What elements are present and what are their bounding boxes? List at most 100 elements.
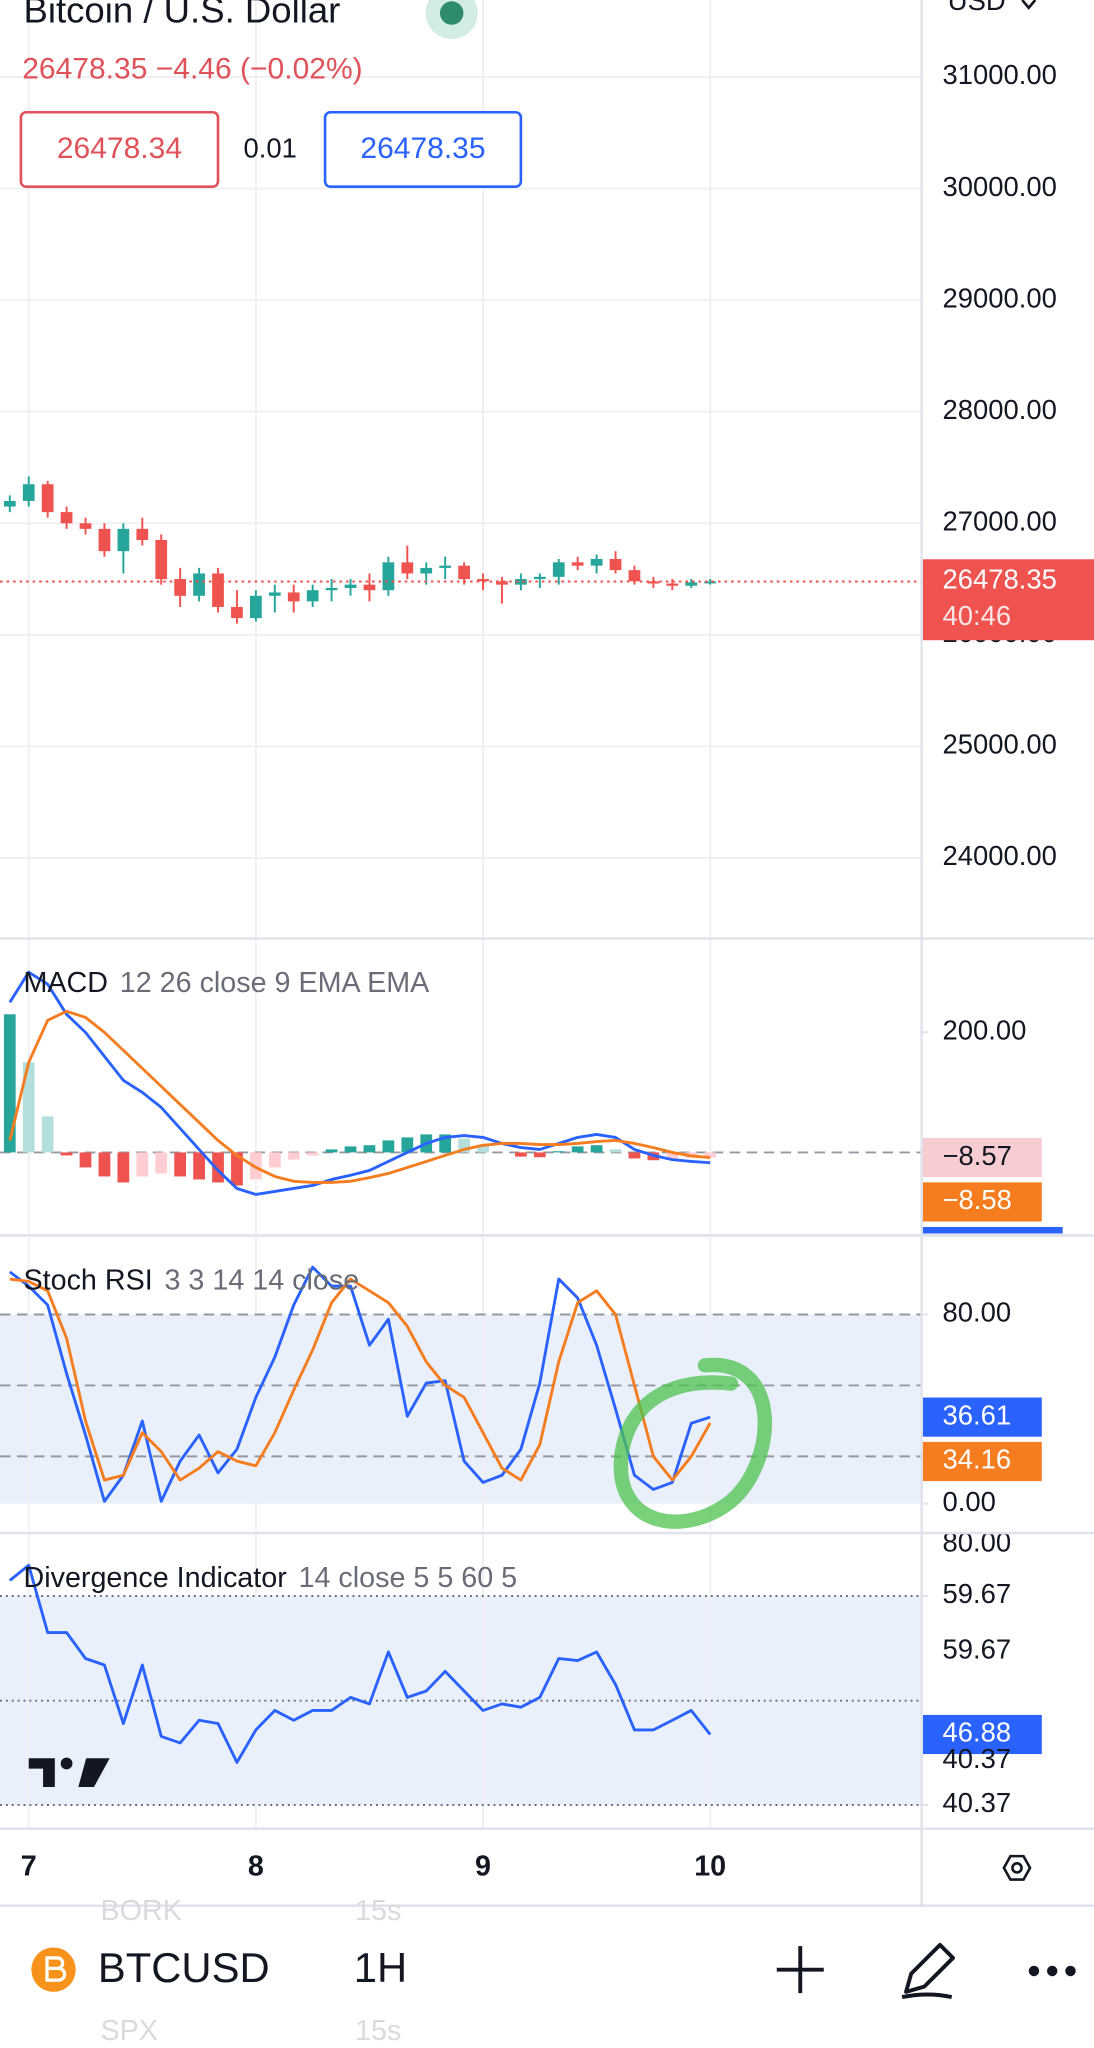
histogram-bar [628, 1152, 641, 1159]
histogram-bar [401, 1137, 414, 1153]
candle-body [609, 558, 622, 571]
candle-body [439, 565, 452, 568]
value-tag [921, 1397, 1042, 1437]
more-dot[interactable] [1047, 1965, 1058, 1977]
y-tick-label: 0.00 [943, 1486, 996, 1517]
add-icon[interactable] [776, 1946, 824, 1994]
candle-body [552, 562, 565, 577]
currency-caret[interactable] [1021, 0, 1037, 10]
more-dot[interactable] [1065, 1965, 1076, 1977]
settings-icon[interactable] [1002, 1854, 1032, 1881]
pane-params: 12 26 close 9 EMA EMA [120, 967, 430, 999]
histogram-bar [666, 1152, 679, 1160]
value-tag-edge [921, 1226, 1063, 1234]
histogram-bar [363, 1145, 376, 1153]
y-tick-label: 30000.00 [943, 171, 1057, 202]
candle-body [212, 573, 224, 607]
y-tick-label: 40.37 [943, 1787, 1012, 1818]
histogram-bar [60, 1152, 73, 1156]
histogram-bar [79, 1152, 92, 1168]
value-tag-label: 46.88 [943, 1717, 1012, 1748]
histogram-bar [306, 1152, 319, 1156]
annotation-circle [613, 1357, 772, 1529]
histogram-bar [193, 1152, 205, 1180]
value-tag-label: −8.58 [943, 1184, 1012, 1215]
band [0, 1595, 922, 1805]
histogram-bar [552, 1151, 565, 1153]
value-tag-label: 36.61 [943, 1399, 1012, 1430]
currency[interactable]: USD [948, 0, 1006, 16]
histogram-bar [287, 1152, 300, 1160]
pane-params: 14 close 5 5 60 5 [299, 1562, 518, 1594]
candle-body [401, 562, 414, 574]
buy-button[interactable] [323, 110, 523, 188]
candle-body [117, 528, 130, 552]
candle-body [382, 562, 395, 591]
histogram-bar [155, 1152, 168, 1174]
histogram-bar [22, 1062, 35, 1153]
histogram-bar [212, 1152, 224, 1183]
histogram-bar [439, 1134, 452, 1153]
candle-body [496, 581, 508, 585]
countdown-label: 40:46 [943, 600, 1012, 631]
value-tag [921, 1182, 1042, 1222]
draw-icon[interactable] [901, 1942, 955, 2000]
candle-body [79, 523, 92, 529]
status-dot [439, 1, 464, 25]
series-line [8, 1009, 711, 1184]
symbol-title: Bitcoin / U.S. Dollar [23, 0, 340, 31]
toolbar-symbol[interactable]: BTCUSD [98, 1944, 270, 1991]
buy-price[interactable]: 26478.35 [360, 132, 485, 165]
separators [0, 0, 1094, 1906]
last-price-label: 26478.35 [943, 564, 1057, 595]
candle-body [174, 579, 187, 596]
candle-body [420, 567, 433, 574]
pane-title: Stoch RSI [23, 1264, 152, 1296]
pane-title: Divergence Indicator [23, 1562, 287, 1594]
histogram-bar [590, 1145, 603, 1153]
last-price-tag [921, 559, 1094, 641]
candle-body [628, 570, 641, 582]
series-line [9, 1277, 712, 1482]
y-tick-label: 28000.00 [943, 394, 1057, 425]
value-tag [921, 1714, 1042, 1755]
candle-body [344, 584, 357, 588]
series-line [8, 1563, 712, 1764]
more-dot[interactable] [1028, 1965, 1040, 1977]
more-icon[interactable] [1028, 1965, 1076, 1977]
histogram-bar [325, 1149, 338, 1153]
candle-body [477, 579, 489, 582]
candle-body [22, 484, 35, 501]
scale-label: 40.37 [943, 1743, 1012, 1774]
y-tick-label: 31000.00 [943, 59, 1057, 90]
scale-label: 80.00 [943, 1526, 1012, 1557]
candle-body [3, 500, 16, 507]
candle-body [155, 540, 168, 580]
histogram-bar [458, 1138, 470, 1153]
pane-title: MACD [23, 967, 108, 999]
candle-body [193, 573, 205, 596]
histogram-bar [41, 1116, 54, 1153]
candle-body [704, 581, 717, 584]
histogram-bar [117, 1152, 130, 1183]
toolbar-interval[interactable]: 1H [354, 1944, 407, 1991]
candle-body [325, 587, 338, 591]
watchlist-ghost: 15s [355, 2015, 401, 2047]
band [0, 1314, 922, 1504]
sell-price[interactable]: 26478.34 [57, 132, 182, 165]
settings-icon-dot[interactable] [1011, 1861, 1023, 1874]
coin-glyph[interactable] [45, 1956, 67, 1982]
y-tick-label: 25000.00 [943, 729, 1057, 760]
sell-button[interactable] [19, 110, 220, 188]
logo [28, 1757, 110, 1787]
histogram-bar [136, 1152, 149, 1177]
value-tag [921, 1441, 1042, 1482]
candle-body [136, 528, 149, 541]
x-tick-label: 9 [475, 1850, 491, 1882]
watchlist-ghost: SPX [101, 2015, 158, 2047]
candle-body [533, 576, 546, 580]
histogram-bar [515, 1152, 527, 1157]
candle-body [231, 606, 243, 619]
